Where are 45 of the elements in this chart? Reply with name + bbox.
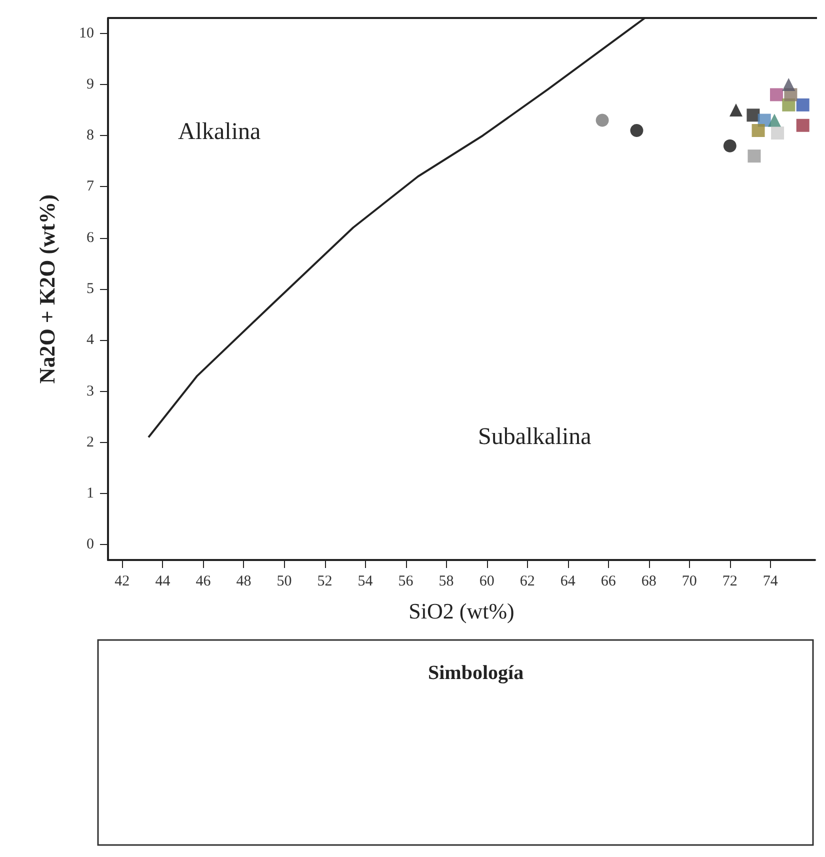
x-tick-label: 74 <box>762 574 778 590</box>
y-tick-label: 9 <box>86 76 94 92</box>
x-tick-label: 52 <box>317 574 332 590</box>
point <box>782 78 796 91</box>
point <box>746 108 760 122</box>
x-tick-label: 46 <box>196 574 212 590</box>
annotation: Alkalina <box>178 119 261 145</box>
y-tick-label: 2 <box>86 434 94 450</box>
x-tick-label: 54 <box>358 574 374 590</box>
x-tick-label: 62 <box>520 574 535 590</box>
y-tick-label: 4 <box>86 332 94 348</box>
point <box>768 114 781 127</box>
y-tick-label: 6 <box>86 230 94 246</box>
y-tick-label: 7 <box>86 178 94 195</box>
point <box>770 88 784 102</box>
x-tick-label: 68 <box>641 574 656 590</box>
x-tick-label: 42 <box>114 574 130 590</box>
x-tick-label: 66 <box>600 574 616 590</box>
x-tick-label: 44 <box>155 574 171 590</box>
x-tick-label: 58 <box>438 574 454 590</box>
point <box>596 114 609 127</box>
x-tick-label: 50 <box>276 574 292 590</box>
y-tick-label: 1 <box>86 486 94 502</box>
x-tick-label: 70 <box>682 574 697 590</box>
point <box>748 150 761 163</box>
point <box>771 126 784 140</box>
point <box>796 98 810 112</box>
y-tick-label: 8 <box>86 128 94 144</box>
annotation: Subalkalina <box>478 424 592 450</box>
point <box>630 124 644 137</box>
x-tick-label: 72 <box>722 574 738 590</box>
legend-title: Simbología <box>428 662 524 684</box>
x-tick-label: 56 <box>398 574 414 590</box>
x-axis-title: SiO2 (wt%) <box>408 598 514 624</box>
point <box>723 139 736 152</box>
y-tick-label: 3 <box>86 383 94 400</box>
y-tick-label: 5 <box>86 281 94 297</box>
y-axis-title: Na2O + K2O (wt%) <box>34 194 60 384</box>
x-tick-label: 64 <box>560 574 576 590</box>
x-tick-label: 48 <box>236 574 252 590</box>
y-tick-label: 0 <box>86 536 94 553</box>
point <box>796 118 810 132</box>
point <box>752 124 765 137</box>
y-tick-label: 10 <box>79 25 94 42</box>
x-tick-label: 60 <box>479 574 494 590</box>
